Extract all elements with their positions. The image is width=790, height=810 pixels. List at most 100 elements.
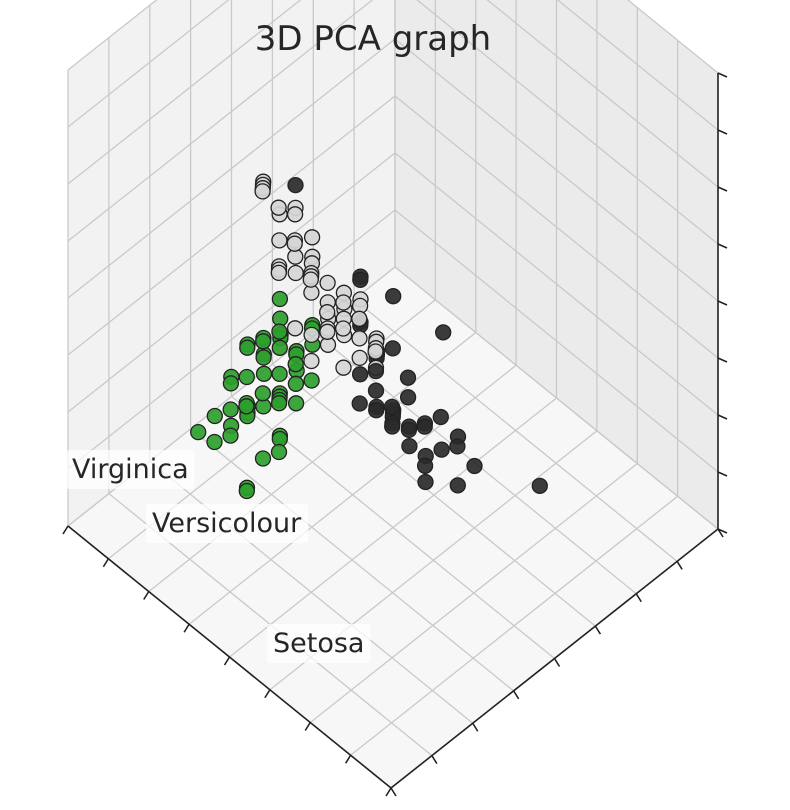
point-setosa bbox=[271, 339, 288, 356]
tick-mark-a bbox=[62, 525, 69, 535]
point-setosa bbox=[270, 443, 288, 461]
point-versicolour bbox=[286, 235, 303, 252]
point-virginica bbox=[384, 418, 401, 435]
point-versicolour bbox=[270, 264, 287, 282]
point-versicolour bbox=[303, 229, 321, 246]
point-setosa bbox=[255, 349, 272, 366]
tick-mark-b bbox=[553, 658, 561, 667]
axis-panes bbox=[67, 0, 719, 789]
tick-mark-z bbox=[717, 72, 728, 78]
point-virginica bbox=[351, 366, 369, 383]
point-versicolour bbox=[303, 352, 320, 370]
tick-mark-a bbox=[385, 787, 392, 797]
point-virginica bbox=[385, 288, 402, 305]
tick-mark-b bbox=[717, 528, 724, 538]
setosa-label-box bbox=[267, 624, 371, 663]
point-versicolour bbox=[319, 304, 336, 321]
point-virginica bbox=[400, 421, 418, 439]
tick-mark-z bbox=[717, 300, 728, 306]
point-virginica bbox=[367, 362, 385, 380]
point-virginica bbox=[433, 441, 450, 458]
point-virginica bbox=[432, 408, 449, 426]
tick-mark-b bbox=[512, 690, 520, 700]
tick-mark-z bbox=[717, 129, 728, 135]
tick-mark-z bbox=[717, 357, 728, 363]
tick-mark-z bbox=[717, 528, 728, 534]
virginica-label-box bbox=[66, 450, 195, 489]
point-versicolour bbox=[335, 320, 352, 337]
tick-mark-b bbox=[390, 787, 397, 797]
point-virginica bbox=[435, 324, 452, 341]
point-virginica bbox=[399, 389, 417, 406]
versicolour-label-text: Versicolour bbox=[152, 508, 302, 539]
tick-mark-z bbox=[717, 243, 728, 249]
point-versicolour bbox=[335, 294, 352, 311]
point-setosa bbox=[287, 356, 304, 373]
point-virginica bbox=[351, 395, 368, 412]
point-virginica bbox=[352, 271, 369, 288]
point-versicolour bbox=[319, 323, 336, 340]
setosa-label-text: Setosa bbox=[273, 628, 364, 659]
point-setosa bbox=[303, 372, 320, 389]
point-virginica bbox=[368, 402, 385, 419]
tick-mark-z bbox=[717, 471, 728, 477]
point-versicolour bbox=[335, 359, 352, 376]
point-versicolour bbox=[286, 206, 304, 223]
point-virginica bbox=[367, 382, 385, 399]
grid-line-b bbox=[394, 0, 719, 530]
point-versicolour bbox=[286, 320, 304, 337]
tick-mark-b bbox=[431, 755, 438, 765]
point-versicolour bbox=[271, 232, 288, 249]
grid-line-z bbox=[67, 0, 719, 245]
versicolour-label-box bbox=[146, 504, 309, 543]
axis-ticks bbox=[62, 72, 728, 797]
scatter-points bbox=[190, 173, 548, 500]
point-virginica bbox=[287, 176, 304, 194]
point-virginica bbox=[531, 477, 548, 495]
point-versicolour bbox=[303, 326, 320, 344]
point-setosa bbox=[222, 375, 240, 392]
point-versicolour bbox=[351, 349, 368, 367]
tick-mark-b bbox=[635, 593, 642, 603]
point-setosa bbox=[254, 385, 271, 402]
point-versicolour bbox=[270, 199, 287, 216]
point-virginica bbox=[383, 398, 401, 416]
grid-line-z bbox=[67, 0, 719, 131]
tick-mark-a bbox=[344, 754, 352, 764]
point-virginica bbox=[399, 369, 417, 386]
tick-mark-b bbox=[594, 625, 602, 635]
point-virginica bbox=[416, 418, 433, 435]
point-setosa bbox=[206, 407, 223, 425]
tick-mark-b bbox=[676, 560, 683, 570]
point-setosa bbox=[254, 450, 272, 467]
class-labels: Virginica Versicolour Setosa bbox=[66, 450, 371, 663]
point-virginica bbox=[449, 477, 466, 494]
chart-title: 3D PCA graph bbox=[255, 19, 491, 59]
tick-mark-a bbox=[183, 623, 190, 633]
tick-mark-a bbox=[304, 722, 311, 731]
point-setosa bbox=[255, 333, 272, 350]
point-setosa bbox=[206, 433, 223, 451]
point-setosa bbox=[190, 423, 207, 441]
point-setosa bbox=[287, 375, 305, 392]
virginica-label-text: Virginica bbox=[72, 454, 189, 485]
point-versicolour bbox=[319, 274, 336, 292]
point-versicolour bbox=[367, 343, 384, 360]
tick-mark-z bbox=[717, 186, 728, 192]
point-setosa bbox=[238, 368, 255, 386]
tick-mark-a bbox=[102, 558, 110, 568]
point-virginica bbox=[416, 457, 434, 474]
point-virginica bbox=[417, 473, 434, 491]
tick-mark-a bbox=[223, 656, 231, 666]
tick-mark-a bbox=[264, 689, 271, 699]
point-setosa bbox=[255, 365, 273, 382]
point-setosa bbox=[287, 395, 305, 412]
tick-mark-b bbox=[472, 722, 479, 732]
point-setosa bbox=[271, 323, 288, 340]
tick-mark-z bbox=[717, 414, 728, 420]
point-setosa bbox=[271, 365, 288, 383]
point-virginica bbox=[401, 437, 418, 455]
point-setosa bbox=[238, 398, 255, 415]
point-setosa bbox=[270, 395, 288, 412]
point-virginica bbox=[384, 340, 401, 357]
